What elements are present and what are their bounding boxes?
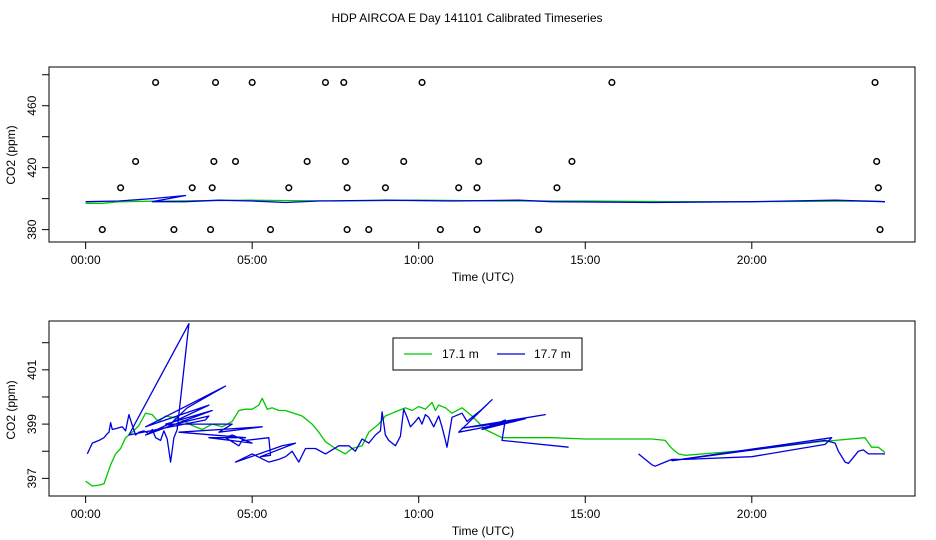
bottom-series-line-17-7-m [638, 437, 885, 467]
top-data-point [340, 78, 348, 87]
bottom-panel-co2-levels: Time (UTC) CO2 (ppm) 17.1 m 17.7 m 00:00… [4, 320, 916, 538]
top-data-point [873, 157, 881, 166]
bottom-series-line-17-1-m [85, 397, 886, 487]
top-x-tick-label: 15:00 [570, 253, 600, 267]
top-x-axis-label: Time (UTC) [452, 270, 514, 284]
bottom-x-tick-label: 00:00 [71, 507, 101, 521]
bottom-y-tick-label: 397 [25, 468, 39, 488]
bottom-y-tick-label: 399 [25, 414, 39, 434]
top-data-point [473, 184, 481, 192]
top-y-tick-label: 420 [25, 157, 39, 177]
top-data-point [876, 226, 884, 234]
top-data-point [608, 78, 616, 87]
top-data-point [98, 226, 106, 234]
top-data-point [400, 157, 408, 166]
top-data-point [871, 78, 879, 87]
top-x-tick-label: 00:00 [71, 253, 101, 267]
top-data-point [343, 184, 351, 192]
top-x-tick-label: 05:00 [237, 253, 267, 267]
top-data-point [365, 226, 373, 234]
top-data-point [475, 157, 483, 166]
bottom-x-tick-label: 05:00 [237, 507, 267, 521]
top-data-point [208, 184, 216, 192]
top-data-point [210, 157, 218, 166]
top-y-axis-label: CO2 (ppm) [4, 125, 18, 184]
top-data-point [418, 78, 426, 87]
top-x-tick-label: 10:00 [404, 253, 434, 267]
top-y-tick-label: 380 [25, 219, 39, 239]
top-data-point [152, 78, 160, 87]
top-data-point [455, 184, 463, 192]
top-data-point [436, 226, 444, 234]
bottom-series-line-17-7-m [86, 323, 569, 463]
top-data-point [874, 184, 882, 192]
top-data-point [473, 226, 481, 234]
bottom-y-tick-label: 401 [25, 360, 39, 380]
legend-label-17-1m: 17.1 m [442, 347, 479, 361]
bottom-y-axis-label: CO2 (ppm) [4, 380, 18, 439]
top-data-point [568, 157, 576, 166]
top-y-tick-label: 460 [25, 95, 39, 115]
top-data-point [343, 226, 351, 234]
bottom-x-tick-label: 20:00 [737, 507, 767, 521]
top-data-point [132, 157, 140, 166]
top-data-point [188, 184, 196, 192]
top-data-point [553, 184, 561, 192]
top-data-point [231, 157, 240, 166]
top-data-point [341, 157, 349, 166]
bottom-x-axis-label: Time (UTC) [452, 524, 514, 538]
bottom-x-tick-label: 10:00 [404, 507, 434, 521]
top-data-point [535, 226, 543, 234]
legend-label-17-7m: 17.7 m [534, 347, 571, 361]
top-data-point [206, 226, 215, 234]
top-series-line-blue [85, 194, 886, 204]
top-plot-frame [48, 66, 916, 243]
top-data-point [117, 184, 125, 192]
top-x-tick-label: 20:00 [737, 253, 767, 267]
top-data-point [248, 78, 256, 87]
top-data-point [381, 184, 389, 192]
top-panel-co2-calibrated: Time (UTC) CO2 (ppm) 00:00 05:00 10:00 15:0… [4, 66, 916, 284]
top-data-point [303, 157, 311, 166]
top-data-point [285, 184, 293, 192]
legend: 17.1 m 17.7 m [392, 337, 583, 371]
top-data-point [266, 226, 275, 234]
top-data-point [211, 78, 220, 87]
top-data-point [170, 226, 178, 234]
top-data-point [321, 78, 330, 87]
chart-title: HDP AIRCOA E Day 141101 Calibrated Times… [331, 11, 602, 25]
bottom-x-tick-label: 15:00 [570, 507, 600, 521]
